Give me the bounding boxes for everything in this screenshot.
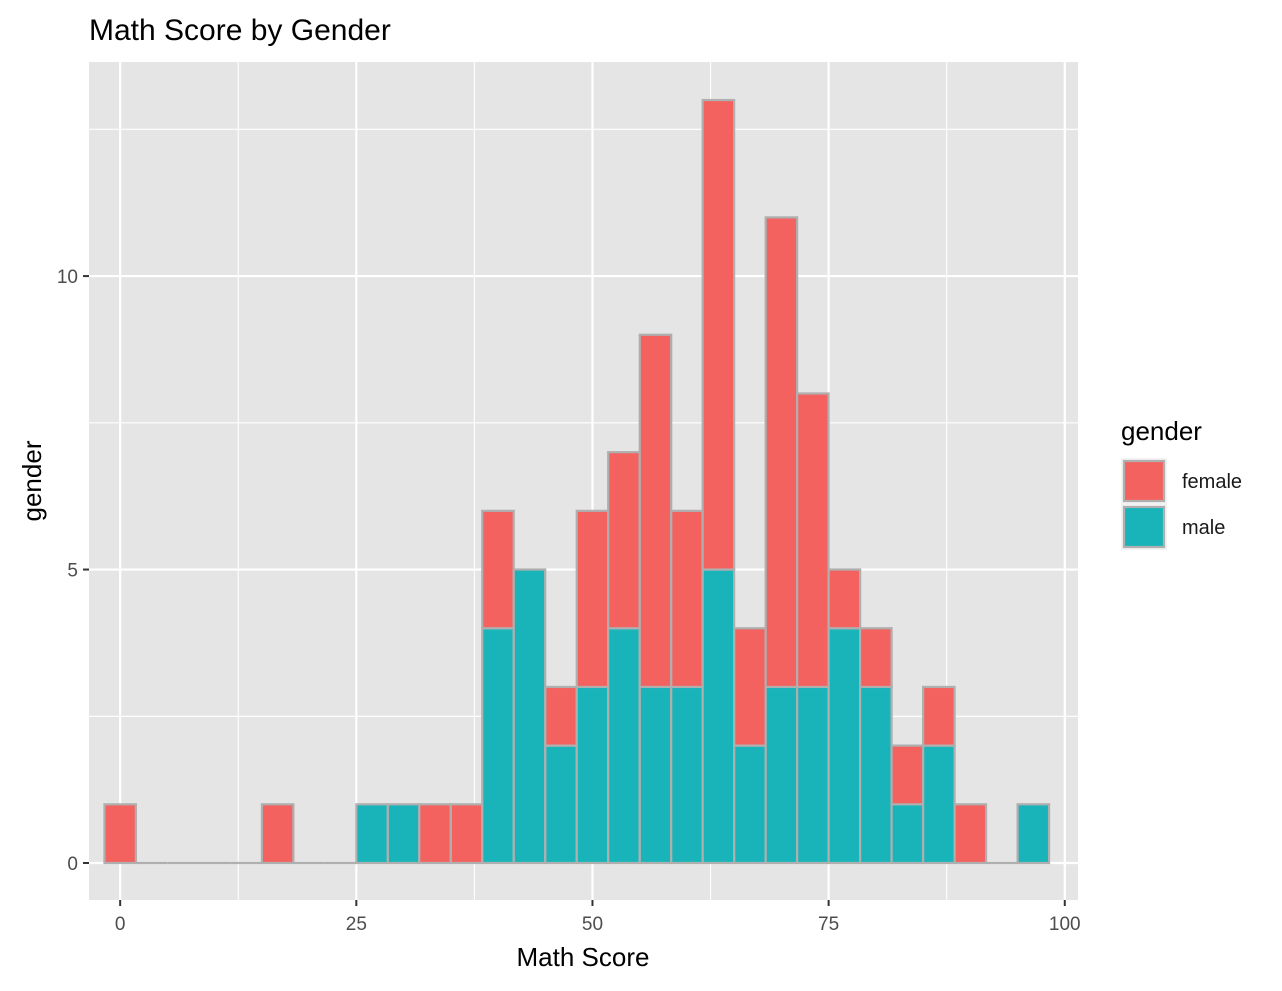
x-tick-label: 50 bbox=[582, 914, 603, 935]
bar-female bbox=[827, 568, 862, 630]
x-tick-label: 0 bbox=[115, 914, 126, 935]
bar-female bbox=[890, 744, 925, 806]
legend: gender female male bbox=[1121, 416, 1242, 550]
bar-female bbox=[103, 803, 137, 865]
legend-label-male: male bbox=[1182, 517, 1225, 539]
legend-swatch-female bbox=[1122, 459, 1166, 503]
bar-male bbox=[733, 744, 767, 865]
bar-male bbox=[701, 568, 736, 865]
bar-female bbox=[733, 627, 767, 747]
bar-female bbox=[449, 803, 484, 865]
bar-female bbox=[953, 803, 988, 865]
bar-male bbox=[827, 627, 862, 865]
bar-male bbox=[638, 685, 673, 865]
legend-label-female: female bbox=[1182, 471, 1242, 493]
bar-male bbox=[575, 685, 610, 865]
y-tick-label: 10 bbox=[57, 267, 78, 288]
bar-male bbox=[544, 744, 578, 865]
bar-male bbox=[859, 685, 893, 865]
bars bbox=[103, 98, 1051, 865]
bar-male bbox=[1016, 803, 1051, 865]
bar-female bbox=[922, 685, 956, 747]
bar-female bbox=[481, 509, 515, 630]
x-axis-title: Math Score bbox=[517, 942, 650, 972]
legend-title: gender bbox=[1121, 416, 1202, 446]
x-tick-label: 100 bbox=[1049, 914, 1081, 935]
bar-female bbox=[638, 333, 673, 689]
bar-male bbox=[796, 685, 830, 865]
bar-female bbox=[260, 803, 295, 865]
bar-female bbox=[607, 451, 641, 630]
bar-female bbox=[796, 392, 830, 689]
bar-male bbox=[890, 803, 925, 865]
bar-male bbox=[355, 803, 389, 865]
y-axis-title: gender bbox=[17, 440, 47, 521]
bar-male bbox=[764, 685, 799, 865]
bar-female bbox=[764, 216, 799, 689]
x-tick-label: 25 bbox=[346, 914, 367, 935]
bar-female bbox=[701, 98, 736, 571]
y-tick-label: 0 bbox=[67, 854, 78, 875]
bar-male bbox=[386, 803, 421, 865]
bar-male bbox=[607, 627, 641, 865]
y-tick-label: 5 bbox=[67, 561, 78, 582]
axes: 0 25 50 75 100 0 5 10 bbox=[57, 267, 1081, 935]
bar-male bbox=[512, 568, 547, 865]
bar-male bbox=[670, 685, 704, 865]
bar-female bbox=[544, 685, 578, 747]
legend-items: female male bbox=[1121, 458, 1242, 550]
bar-female bbox=[670, 509, 704, 689]
bar-female bbox=[859, 627, 893, 689]
legend-swatch-male bbox=[1122, 505, 1166, 549]
chart-title: Math Score by Gender bbox=[89, 14, 391, 47]
x-tick-label: 75 bbox=[818, 914, 839, 935]
bar-male bbox=[922, 744, 956, 865]
bar-male bbox=[481, 627, 515, 865]
bar-female bbox=[575, 509, 610, 689]
bar-female bbox=[418, 803, 452, 865]
